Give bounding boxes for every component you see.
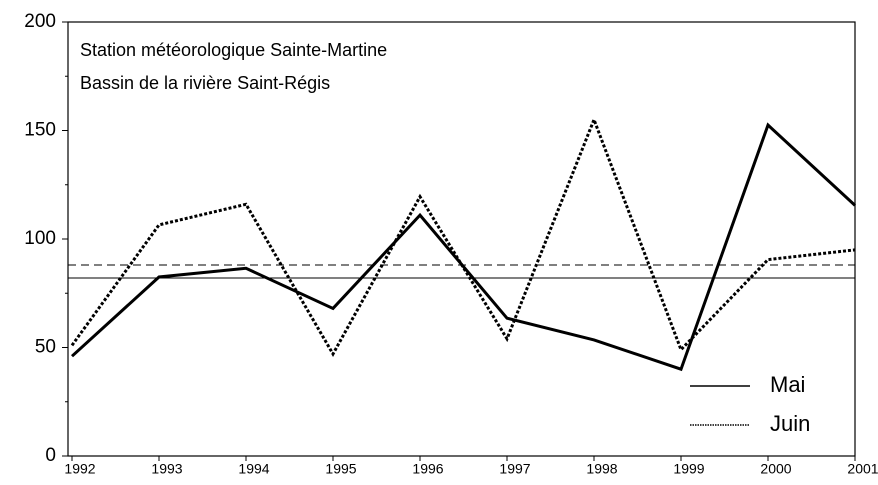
y-tick-label: 200 <box>24 11 56 32</box>
x-tick-label: 1999 <box>673 461 704 477</box>
x-tick-label: 1997 <box>499 461 530 477</box>
x-tick-label: 1993 <box>151 461 182 477</box>
y-tick-label: 150 <box>24 120 56 141</box>
series-line <box>70 122 857 372</box>
x-tick-label: 2001 <box>847 461 878 477</box>
series-line <box>70 115 856 358</box>
y-tick-label: 50 <box>35 337 56 358</box>
y-tick-label: 100 <box>24 228 56 249</box>
legend-label: Juin <box>770 411 810 436</box>
x-tick-label: 1992 <box>64 461 95 477</box>
y-tick-label: 0 <box>45 445 56 466</box>
x-tick-label: 1994 <box>238 461 269 477</box>
chart-subtitle: Bassin de la rivière Saint-Régis <box>80 73 330 93</box>
x-tick-label: 1995 <box>325 461 356 477</box>
chart-title: Station météorologique Sainte-Martine <box>80 40 387 60</box>
x-tick-label: 2000 <box>760 461 791 477</box>
x-tick-label: 1998 <box>586 461 617 477</box>
legend-label: Mai <box>770 372 805 397</box>
x-tick-label: 1996 <box>412 461 443 477</box>
